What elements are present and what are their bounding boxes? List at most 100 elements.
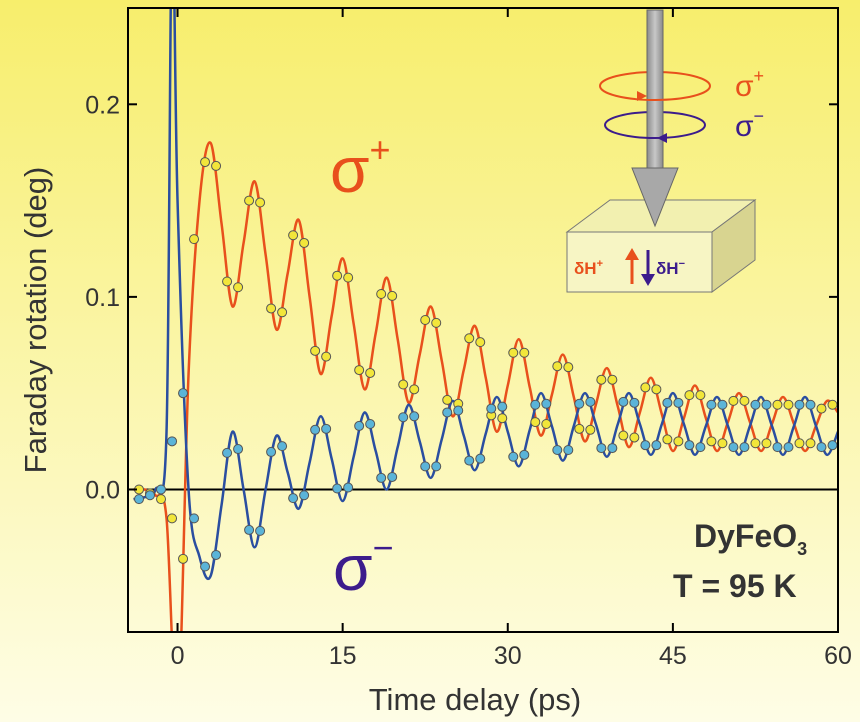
data-point (629, 397, 640, 408)
data-point (167, 513, 178, 524)
y-tick-label: 0.2 (85, 91, 120, 119)
data-point (728, 395, 739, 406)
data-point (277, 307, 288, 318)
data-point (629, 432, 640, 443)
data-point (761, 438, 772, 449)
data-point (244, 524, 255, 535)
data-point (640, 440, 651, 451)
data-point (552, 445, 563, 455)
data-point (585, 396, 596, 407)
data-point (706, 436, 717, 447)
orbit-plus-front (599, 85, 711, 101)
annotation-sigma-plus: σ+ (330, 129, 391, 206)
dh-up-head (625, 248, 639, 260)
data-point (387, 290, 398, 301)
data-point (827, 440, 838, 451)
x-axis-label: Time delay (ps) (369, 682, 581, 717)
data-point (431, 317, 442, 328)
data-point (684, 440, 695, 451)
beam-head (631, 167, 679, 228)
inset-dh-minus: δH− (656, 258, 685, 278)
data-point (442, 407, 453, 418)
y-tick-label: 0.0 (85, 476, 120, 504)
data-point (783, 399, 794, 410)
data-point (739, 442, 750, 453)
data-point (794, 399, 805, 410)
data-point (365, 419, 376, 429)
data-point (475, 453, 486, 464)
inset-dh-plus: δH+ (574, 258, 603, 278)
x-tick-label: 60 (824, 642, 852, 670)
data-point (695, 390, 706, 401)
data-point (255, 197, 266, 208)
data-point (211, 160, 222, 171)
data-point (464, 333, 475, 344)
data-point (563, 445, 574, 455)
data-point (277, 441, 288, 452)
data-layer (128, 8, 838, 632)
data-point (772, 442, 783, 453)
data-point (574, 423, 585, 434)
data-point (299, 237, 310, 248)
data-point (189, 234, 200, 245)
data-point (651, 440, 662, 451)
data-point (574, 398, 585, 409)
data-point (750, 438, 761, 449)
data-point (299, 490, 310, 501)
data-point (475, 337, 486, 348)
slab-front (566, 231, 713, 293)
x-tick-label: 15 (329, 642, 357, 670)
data-point (409, 411, 420, 422)
data-point (761, 399, 772, 410)
data-point (783, 442, 794, 453)
data-point (816, 403, 827, 414)
data-point (288, 230, 299, 241)
plot-area: 0 15 30 45 60 0.0 0.1 0.2 (85, 7, 852, 670)
data-point (420, 315, 431, 325)
data-point (805, 438, 816, 449)
data-point (288, 493, 299, 504)
data-point (585, 424, 596, 435)
data-point (354, 365, 365, 376)
data-point (266, 446, 277, 457)
data-point (145, 490, 156, 501)
data-point (200, 157, 211, 168)
data-point (222, 447, 233, 458)
data-point (684, 390, 695, 401)
data-point (321, 423, 332, 434)
data-point (607, 374, 618, 385)
data-point (772, 399, 783, 410)
data-point (596, 374, 607, 385)
data-point (530, 417, 541, 428)
data-point (728, 442, 739, 453)
data-point (497, 401, 508, 412)
data-point (156, 484, 167, 495)
orbit-minus-arrow (657, 133, 667, 143)
data-point (310, 424, 321, 435)
inset-sigma-minus: σ− (735, 106, 764, 143)
data-point (321, 351, 332, 362)
data-point (233, 444, 244, 455)
annotation-material: DyFeO3 (694, 518, 807, 559)
data-point (662, 434, 673, 445)
data-point (464, 455, 475, 466)
data-point (211, 549, 222, 560)
light-beam (646, 9, 664, 171)
data-point (497, 413, 508, 424)
inset-sigma-plus: σ+ (735, 66, 764, 103)
data-point (651, 384, 662, 395)
data-point (750, 399, 761, 410)
data-point (486, 403, 497, 414)
x-tick-label: 0 (171, 642, 185, 670)
data-point (695, 442, 706, 453)
data-point (827, 399, 838, 410)
data-point (563, 362, 574, 373)
orbit-minus-front (604, 124, 706, 139)
data-point (343, 272, 354, 283)
data-point (519, 449, 530, 460)
data-point (255, 525, 266, 536)
data-point (167, 436, 178, 447)
y-axis-label: Faraday rotation (deg) (18, 167, 53, 474)
data-point (332, 270, 343, 281)
